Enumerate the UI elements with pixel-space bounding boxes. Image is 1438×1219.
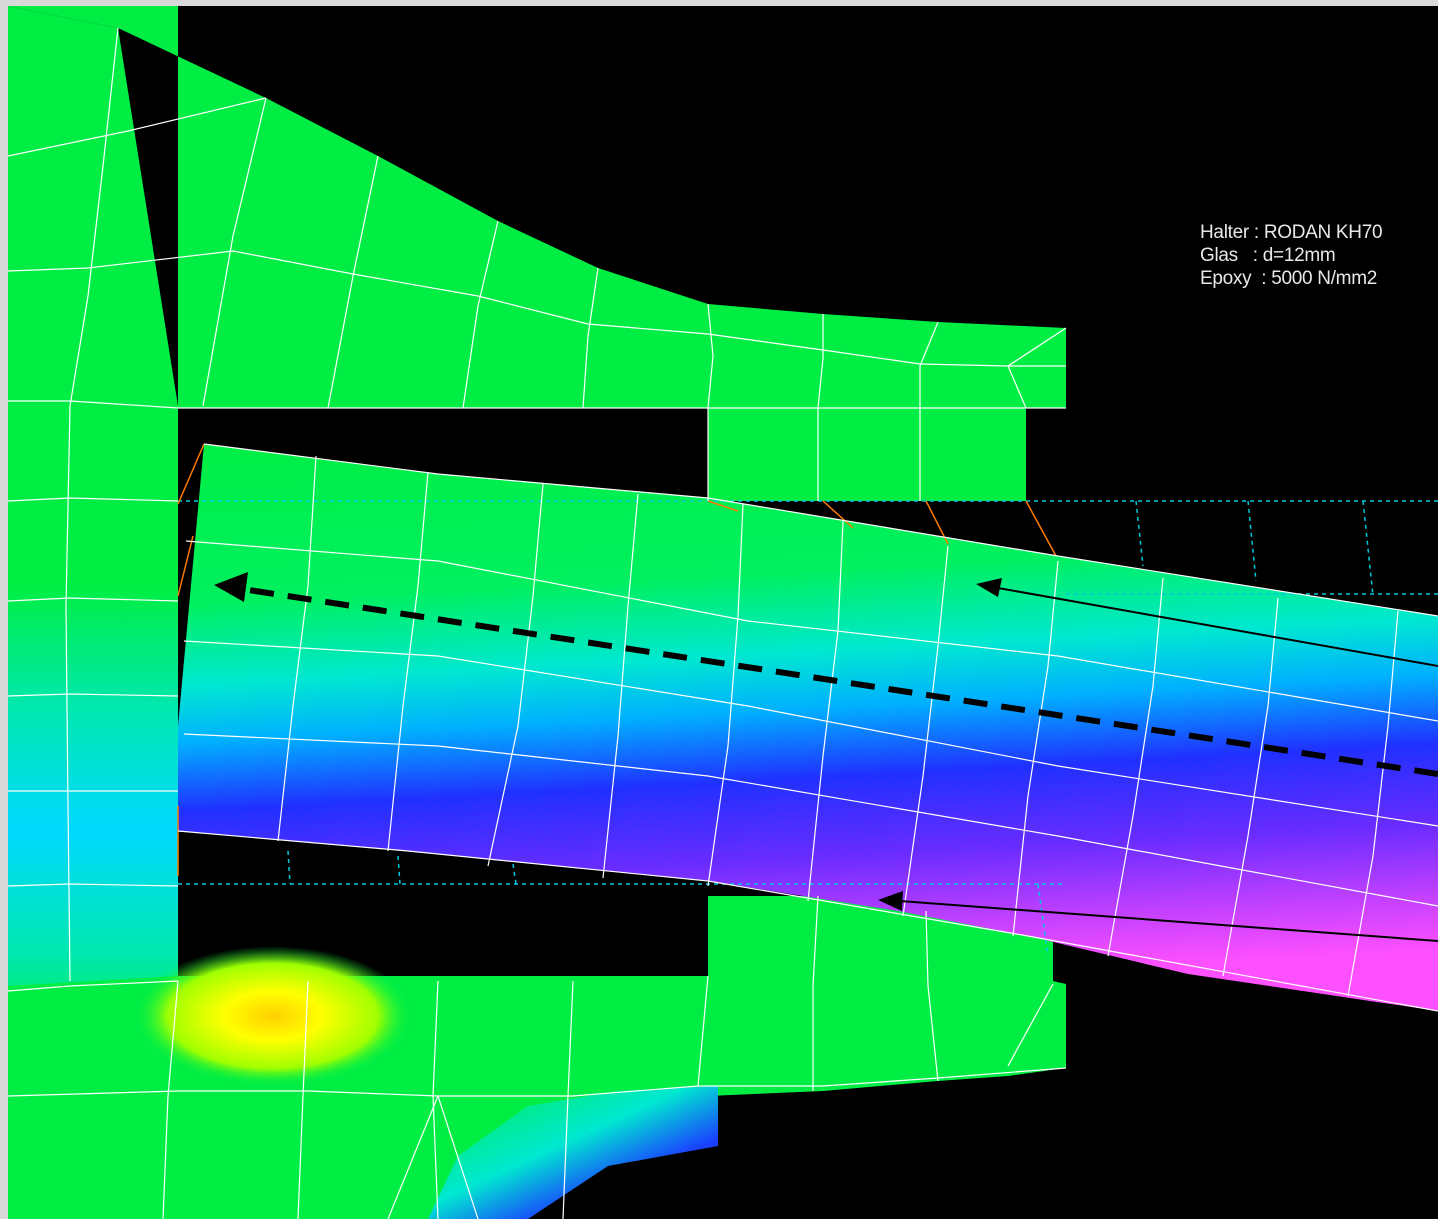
- fem-viewport[interactable]: Halter : RODAN KH70 Glas : d=12mm Epoxy …: [8, 6, 1438, 1219]
- bottom-stress-band: [428, 1086, 718, 1219]
- fem-stress-plot: [8, 6, 1438, 1219]
- info-glas: Glas : d=12mm: [1200, 245, 1336, 266]
- pointer-arrow-lower: [899, 900, 1438, 942]
- dashed-arrow-head: [214, 572, 248, 602]
- undeformed-outline: [178, 500, 1438, 957]
- pointer-arrow-lower-head: [878, 891, 903, 911]
- holder-top-arm: [8, 6, 1066, 501]
- deformation-lines: [177, 443, 1057, 876]
- holder-left-body: [8, 6, 178, 1219]
- pointer-arrow-upper-head: [976, 578, 1002, 597]
- dashed-direction-arrow: [235, 585, 1438, 777]
- info-epoxy: Epoxy : 5000 N/mm2: [1200, 268, 1377, 289]
- info-halter: Halter : RODAN KH70: [1200, 222, 1383, 243]
- pointer-arrow-upper: [997, 587, 1438, 667]
- fem-mesh: [8, 27, 1438, 1219]
